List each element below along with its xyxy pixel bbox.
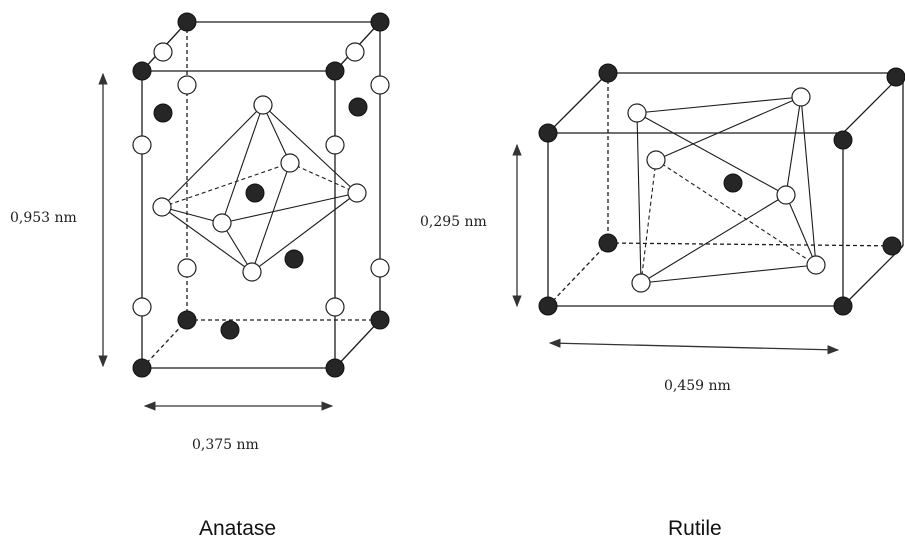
anatase-width-label: 0,375 nm	[192, 437, 259, 453]
rutile-octahedron	[636, 96, 817, 284]
oxygen-atom	[132, 135, 152, 155]
titanium-atom	[886, 67, 905, 87]
oxygen-atom	[627, 103, 647, 123]
oxygen-atom	[177, 75, 197, 95]
oxygen-atom	[152, 197, 172, 217]
oxygen-atom	[646, 150, 666, 170]
rutile-width-arrow	[548, 338, 840, 355]
titanium-atom	[153, 103, 173, 123]
titanium-atom	[833, 296, 853, 316]
titanium-atom	[132, 358, 152, 378]
titanium-atom	[538, 123, 558, 143]
titanium-atom	[538, 296, 558, 316]
titanium-atom	[598, 233, 618, 253]
titanium-atom	[325, 61, 345, 81]
titanium-atom	[348, 97, 368, 117]
rutile-dimension-arrows	[512, 143, 840, 355]
titanium-atom	[132, 61, 152, 81]
rutile-unit-cell	[547, 72, 904, 307]
anatase-titanium-atoms	[132, 12, 390, 378]
titanium-atom	[723, 173, 743, 193]
titanium-atom	[882, 236, 902, 256]
oxygen-atom	[347, 183, 367, 203]
anatase-height-label: 0,953 nm	[10, 210, 77, 226]
oxygen-atom	[177, 258, 197, 278]
titanium-atom	[370, 12, 390, 32]
rutile-oxygen-atoms	[627, 87, 826, 293]
oxygen-atom	[791, 87, 811, 107]
rutile-titanium-atoms	[538, 63, 905, 316]
anatase-octahedron	[161, 104, 358, 273]
titanium-atom	[833, 130, 853, 150]
oxygen-atom	[253, 95, 273, 115]
oxygen-atom	[280, 153, 300, 173]
rutile-title: Rutile	[668, 517, 722, 538]
oxygen-atom	[345, 42, 365, 62]
oxygen-atom	[132, 297, 152, 317]
oxygen-atom	[325, 135, 345, 155]
oxygen-atom	[370, 258, 390, 278]
oxygen-atom	[631, 273, 651, 293]
oxygen-atom	[776, 185, 796, 205]
oxygen-atom	[212, 213, 232, 233]
titanium-atom	[325, 358, 345, 378]
rutile-width-label: 0,459 nm	[664, 378, 731, 394]
anatase-oxygen-atoms	[132, 42, 390, 317]
titanium-atom	[284, 249, 304, 269]
anatase-dimension-arrows	[98, 72, 334, 411]
titanium-atom	[220, 320, 240, 340]
titanium-atom	[245, 183, 265, 203]
oxygen-atom	[153, 42, 173, 62]
rutile-height-label: 0,295 nm	[420, 214, 487, 230]
oxygen-atom	[242, 262, 262, 282]
titanium-atom	[370, 310, 390, 330]
oxygen-atom	[325, 297, 345, 317]
oxygen-atom	[806, 255, 826, 275]
titanium-atom	[598, 63, 618, 83]
titanium-atom	[177, 12, 197, 32]
titanium-atom	[177, 310, 197, 330]
anatase-title: Anatase	[199, 517, 276, 538]
oxygen-atom	[370, 75, 390, 95]
